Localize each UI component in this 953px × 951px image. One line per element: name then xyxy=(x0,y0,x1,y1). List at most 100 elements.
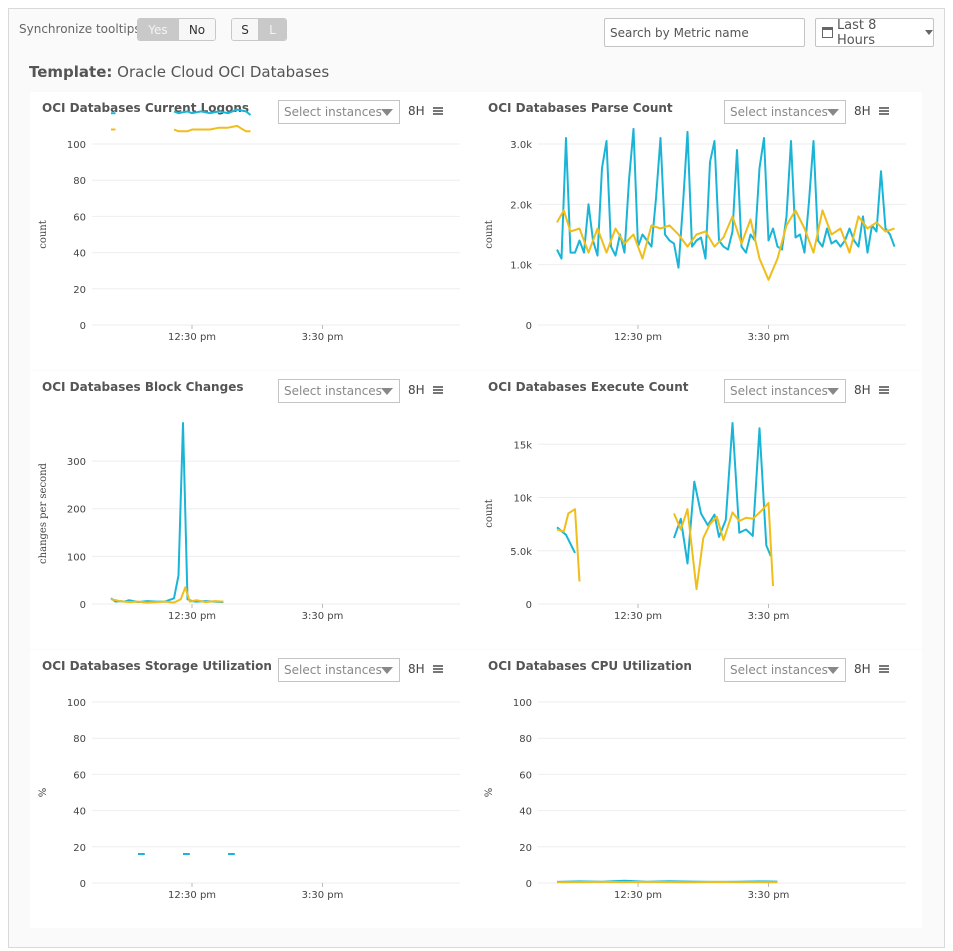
chart-panel-cpu-utilization: OCI Databases CPU Utilization Select inst… xyxy=(476,650,922,928)
chart-svg: % 0 20 40 60 80 100 12:30 pm 3:30 pm xyxy=(484,698,906,901)
y-tick-label: 0 xyxy=(526,321,532,332)
x-tick-label: 3:30 pm xyxy=(302,890,344,901)
x-tick-label: 12:30 pm xyxy=(168,890,216,901)
period-label[interactable]: 8H xyxy=(854,662,871,676)
dropdown-arrow-icon xyxy=(381,109,393,116)
period-label[interactable]: 8H xyxy=(854,104,871,118)
select-instances-label: Select instances xyxy=(284,105,382,119)
chart-title: OCI Databases Block Changes xyxy=(42,380,244,394)
x-tick-label: 12:30 pm xyxy=(614,890,662,901)
chart-title: OCI Databases Storage Utilization xyxy=(42,659,272,673)
chart-svg: changes per second 0 100 200 300 12:30 pm 3:30… xyxy=(38,422,460,622)
list-icon[interactable] xyxy=(879,386,889,394)
calendar-icon xyxy=(822,27,833,38)
y-tick-label: 60 xyxy=(73,770,86,781)
y-tick-label: 40 xyxy=(73,249,86,260)
period-label[interactable]: 8H xyxy=(408,104,425,118)
sync-no-button[interactable]: No xyxy=(177,19,215,40)
y-axis-label: % xyxy=(38,788,49,798)
y-tick-label: 100 xyxy=(513,698,532,709)
y-tick-label: 20 xyxy=(73,843,86,854)
select-instances-label: Select instances xyxy=(284,663,382,677)
x-tick-label: 3:30 pm xyxy=(748,611,790,622)
x-tick-label: 12:30 pm xyxy=(614,611,662,622)
chart-svg: % 0 20 40 60 80 100 12:30 pm 3:30 pm xyxy=(38,698,460,901)
series-line-2 xyxy=(111,124,251,133)
period-label[interactable]: 8H xyxy=(408,383,425,397)
y-tick-label: 2.0k xyxy=(510,200,532,211)
y-tick-label: 100 xyxy=(67,698,86,709)
x-tick-label: 12:30 pm xyxy=(614,332,662,343)
select-instances-dropdown[interactable]: Select instances xyxy=(278,658,400,682)
size-large-button[interactable]: L xyxy=(258,19,286,40)
y-axis-label: count xyxy=(38,220,49,249)
series-line-2 xyxy=(110,586,224,604)
chart-panel-current-logons: OCI Databases Current Logons Select insta… xyxy=(30,92,476,370)
x-tick-label: 12:30 pm xyxy=(168,332,216,343)
select-instances-dropdown[interactable]: Select instances xyxy=(278,100,400,124)
template-prefix: Template: xyxy=(29,63,113,81)
y-tick-label: 80 xyxy=(73,734,86,745)
sync-tooltips-toggle: Yes No xyxy=(137,18,216,41)
series-line-1 xyxy=(111,108,252,116)
dropdown-arrow-icon xyxy=(381,388,393,395)
y-tick-label: 0 xyxy=(526,879,532,890)
list-icon[interactable] xyxy=(879,665,889,673)
series-line-2 xyxy=(556,209,895,281)
sync-tooltips-label: Synchronize tooltips xyxy=(19,22,141,36)
period-label[interactable]: 8H xyxy=(854,383,871,397)
y-axis-label: count xyxy=(484,499,495,528)
chart-panel-execute-count: OCI Databases Execute Count Select instan… xyxy=(476,371,922,649)
select-instances-dropdown[interactable]: Select instances xyxy=(724,379,846,403)
dropdown-arrow-icon xyxy=(827,388,839,395)
template-title: Template: Oracle Cloud OCI Databases xyxy=(29,63,329,81)
y-axis-label: changes per second xyxy=(38,462,49,563)
y-tick-label: 100 xyxy=(67,552,86,563)
y-axis-label: count xyxy=(484,220,495,249)
y-tick-label: 60 xyxy=(519,770,532,781)
list-icon[interactable] xyxy=(433,665,443,673)
dropdown-arrow-icon xyxy=(381,667,393,674)
y-tick-label: 10k xyxy=(513,494,532,505)
y-tick-label: 3.0k xyxy=(510,140,532,151)
select-instances-label: Select instances xyxy=(730,384,828,398)
chart-title: OCI Databases Execute Count xyxy=(488,380,689,394)
series-line-1 xyxy=(556,127,896,269)
series-line-1 xyxy=(110,422,224,604)
select-instances-dropdown[interactable]: Select instances xyxy=(278,379,400,403)
list-icon[interactable] xyxy=(433,107,443,115)
metric-search-input[interactable] xyxy=(604,18,805,47)
y-tick-label: 80 xyxy=(73,176,86,187)
select-instances-label: Select instances xyxy=(730,105,828,119)
chart-panel-parse-count: OCI Databases Parse Count Select instance… xyxy=(476,92,922,370)
y-tick-label: 1.0k xyxy=(510,261,532,272)
dropdown-arrow-icon xyxy=(827,109,839,116)
size-small-button[interactable]: S xyxy=(232,19,259,40)
select-instances-dropdown[interactable]: Select instances xyxy=(724,100,846,124)
chart-title: OCI Databases Parse Count xyxy=(488,101,673,115)
chart-size-toggle: S L xyxy=(231,18,287,41)
x-tick-label: 3:30 pm xyxy=(302,611,344,622)
y-tick-label: 60 xyxy=(73,212,86,223)
chart-svg: count 0 20 40 60 80 100 12:30 pm 3:30 pm xyxy=(38,108,460,343)
y-axis-label: % xyxy=(484,788,495,798)
time-range-dropdown[interactable]: Last 8 Hours xyxy=(815,17,934,48)
select-instances-dropdown[interactable]: Select instances xyxy=(724,658,846,682)
y-tick-label: 0 xyxy=(80,600,86,611)
y-tick-label: 0 xyxy=(80,321,86,332)
y-tick-label: 20 xyxy=(519,843,532,854)
time-range-label: Last 8 Hours xyxy=(836,17,877,48)
select-instances-label: Select instances xyxy=(730,663,828,677)
y-tick-label: 0 xyxy=(526,600,532,611)
sync-yes-button[interactable]: Yes xyxy=(138,19,178,40)
y-tick-label: 15k xyxy=(513,440,532,451)
template-name: Oracle Cloud OCI Databases xyxy=(117,63,330,81)
list-icon[interactable] xyxy=(879,107,889,115)
list-icon[interactable] xyxy=(433,386,443,394)
y-tick-label: 200 xyxy=(67,505,86,516)
x-tick-label: 3:30 pm xyxy=(748,890,790,901)
y-tick-label: 0 xyxy=(80,879,86,890)
x-tick-label: 3:30 pm xyxy=(302,332,344,343)
period-label[interactable]: 8H xyxy=(408,662,425,676)
chart-title: OCI Databases CPU Utilization xyxy=(488,659,692,673)
